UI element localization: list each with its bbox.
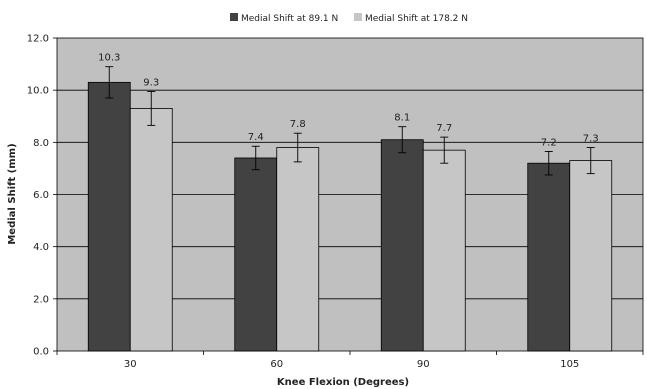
bar-s2-105 — [569, 160, 613, 352]
x-tick-label-90: 90 — [417, 359, 430, 370]
legend-swatch-series-2 — [354, 13, 362, 21]
data-label-s2-60: 7.8 — [290, 119, 306, 130]
data-label-s2-30: 9.3 — [143, 77, 159, 88]
y-tick-label-4: 8.0 — [33, 138, 49, 149]
data-label-s1-30: 10.3 — [98, 53, 120, 64]
y-tick-label-6: 12.0 — [27, 34, 49, 45]
y-tick-label-3: 6.0 — [33, 190, 49, 201]
data-labels: 10.3 9.3 7.4 7.8 8.1 7.7 7.2 7.3 — [98, 53, 599, 149]
x-axis-ticks: 30 60 90 105 — [56, 351, 644, 370]
legend-label-series-1: Medial Shift at 89.1 N — [241, 14, 338, 24]
x-axis-title: Knee Flexion (Degrees) — [277, 377, 409, 388]
bar-s1-90 — [380, 139, 424, 352]
bar-s2-90 — [422, 149, 466, 352]
y-tick-label-5: 10.0 — [27, 86, 49, 97]
data-label-s1-90: 8.1 — [394, 113, 410, 124]
x-tick-label-105: 105 — [560, 359, 579, 370]
x-tick-label-30: 30 — [124, 359, 137, 370]
y-tick-label-2: 4.0 — [33, 242, 49, 253]
legend: Medial Shift at 89.1 N Medial Shift at 1… — [230, 13, 468, 24]
data-label-s2-90: 7.7 — [436, 123, 452, 134]
data-label-s1-105: 7.2 — [541, 137, 557, 148]
bar-s2-30 — [129, 108, 173, 352]
error-bars — [105, 66, 595, 176]
y-axis-ticks: 0.0 2.0 4.0 6.0 8.0 10.0 12.0 — [27, 34, 57, 358]
bar-s1-105 — [527, 162, 571, 352]
x-tick-label-60: 60 — [270, 359, 283, 370]
legend-swatch-series-1 — [230, 13, 238, 21]
bars — [87, 81, 613, 352]
data-label-s1-60: 7.4 — [248, 132, 264, 143]
bar-s1-60 — [234, 157, 278, 352]
bar-s2-60 — [276, 147, 320, 352]
y-axis-title: Medial Shift (mm) — [7, 143, 18, 244]
legend-label-series-2: Medial Shift at 178.2 N — [365, 14, 468, 24]
bar-s1-30 — [87, 81, 131, 352]
y-tick-label-1: 2.0 — [33, 294, 49, 305]
data-label-s2-105: 7.3 — [583, 134, 599, 145]
y-tick-label-0: 0.0 — [33, 347, 49, 358]
